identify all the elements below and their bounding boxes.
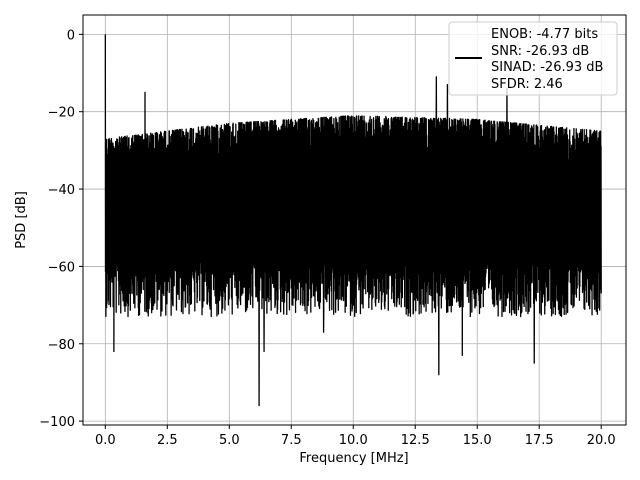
x-tick-label: 20.0 bbox=[587, 433, 616, 448]
y-axis-label: PSD [dB] bbox=[14, 191, 29, 249]
x-tick-label: 15.0 bbox=[463, 433, 492, 448]
y-tick-label: −60 bbox=[48, 260, 75, 275]
y-axis: 0 −20 −40 −60 −80 −100 bbox=[39, 28, 83, 430]
y-tick-label: −20 bbox=[48, 106, 75, 121]
x-tick-label: 7.5 bbox=[281, 433, 302, 448]
y-tick-label: −80 bbox=[48, 338, 75, 353]
y-tick-label: −100 bbox=[39, 415, 75, 430]
x-tick-label: 0.0 bbox=[95, 433, 116, 448]
x-axis: 0.0 2.5 5.0 7.5 10.0 12.5 15.0 17.5 20.0 bbox=[95, 425, 616, 448]
plot-frame bbox=[82, 14, 627, 426]
x-tick-label: 5.0 bbox=[219, 433, 240, 448]
legend-box bbox=[448, 21, 618, 96]
x-tick-label: 12.5 bbox=[401, 433, 430, 448]
legend-enob: ENOB: -4.77 bits bbox=[491, 27, 598, 42]
legend-snr: SNR: -26.93 dB bbox=[491, 44, 589, 59]
y-tick-label: 0 bbox=[67, 28, 75, 43]
legend-sinad: SINAD: -26.93 dB bbox=[491, 60, 603, 75]
x-tick-label: 10.0 bbox=[339, 433, 368, 448]
x-axis-label: Frequency [MHz] bbox=[299, 451, 408, 466]
legend: ENOB: -4.77 bits SNR: -26.93 dB SINAD: -… bbox=[448, 21, 618, 96]
x-tick-label: 17.5 bbox=[525, 433, 554, 448]
x-tick-label: 2.5 bbox=[157, 433, 178, 448]
psd-series-line bbox=[104, 34, 602, 407]
legend-sfdr: SFDR: 2.46 bbox=[491, 77, 563, 92]
series-layer bbox=[104, 34, 602, 407]
y-tick-label: −40 bbox=[48, 183, 75, 198]
